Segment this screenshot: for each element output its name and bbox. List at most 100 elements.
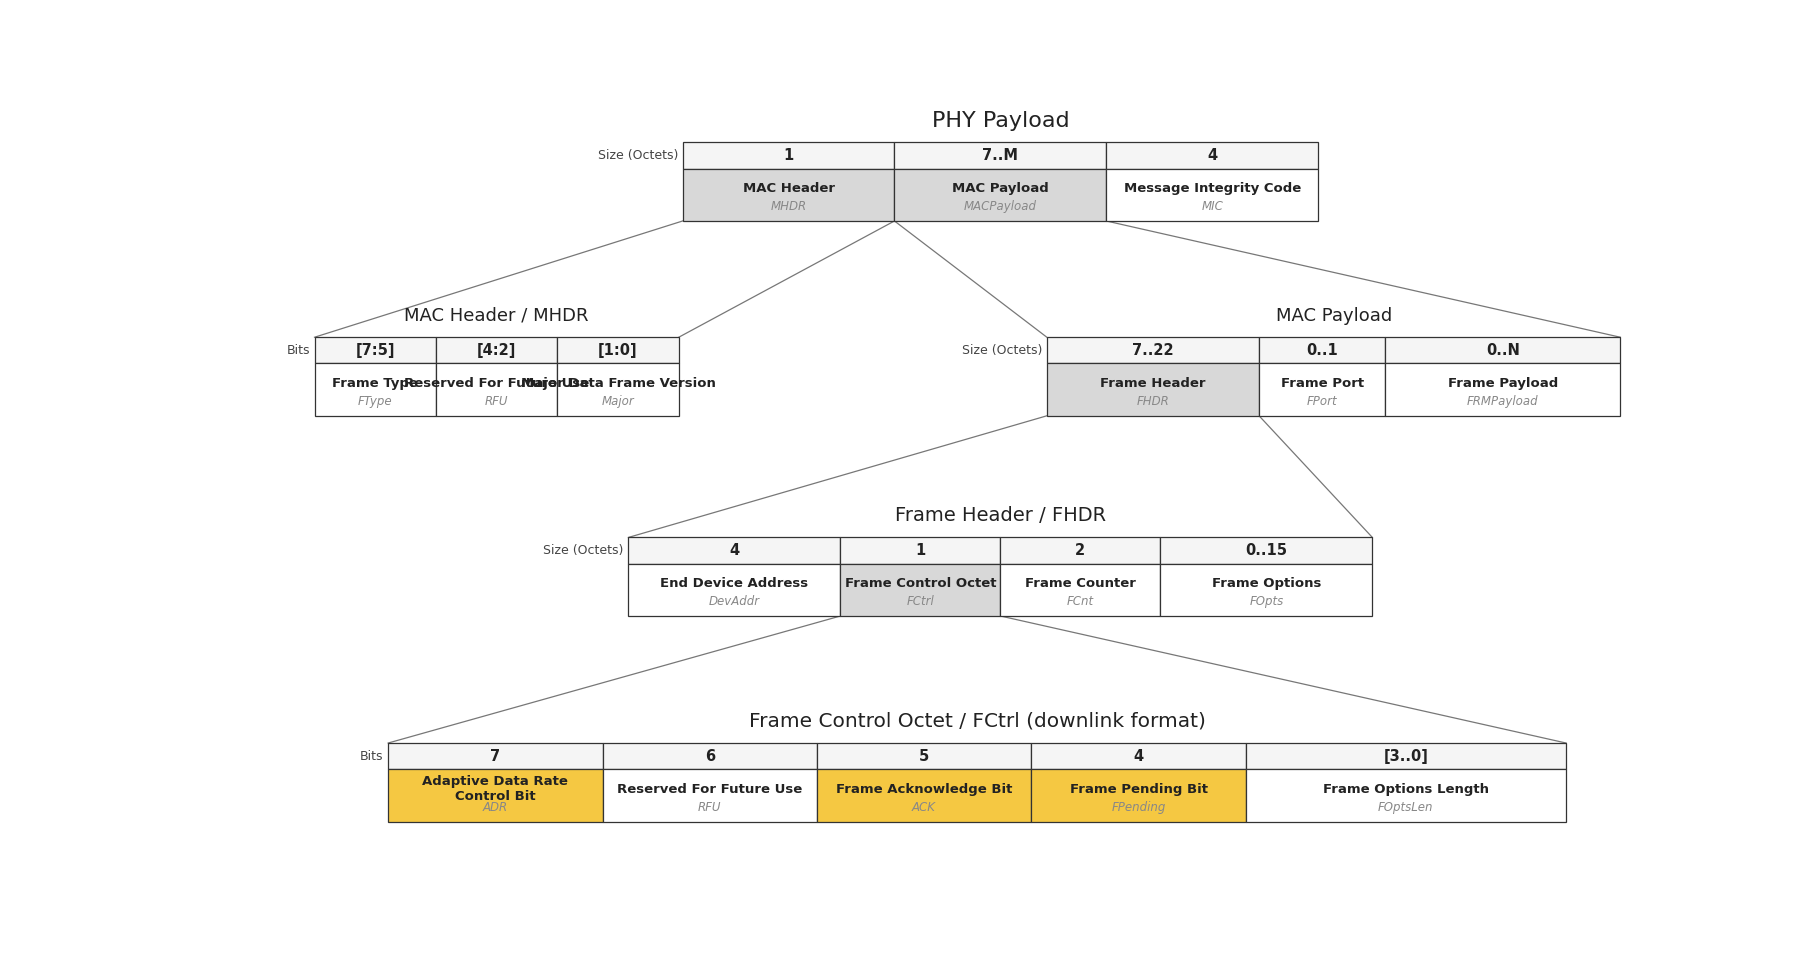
Bar [1258,337,1385,363]
Bar [1258,363,1385,416]
Text: RFU: RFU [698,801,721,814]
Text: Frame Control Octet: Frame Control Octet [844,577,995,590]
Text: [1:0]: [1:0] [599,343,638,358]
Bar [557,337,678,363]
Bar [1031,743,1246,770]
Bar [314,337,436,363]
Text: MIC: MIC [1201,201,1222,213]
Text: FHDR: FHDR [1136,395,1170,408]
Text: 0..1: 0..1 [1307,343,1338,358]
Bar [683,168,894,221]
Bar [1031,770,1246,821]
Text: MAC Header / MHDR: MAC Header / MHDR [404,307,590,325]
Text: Size (Octets): Size (Octets) [597,149,678,162]
Text: Frame Header / FHDR: Frame Header / FHDR [894,507,1105,526]
Text: 2: 2 [1075,543,1085,558]
Text: 1: 1 [916,543,925,558]
Text: DevAddr: DevAddr [709,596,759,608]
Text: 7: 7 [490,749,501,764]
Text: 4: 4 [1208,148,1217,163]
Text: Size (Octets): Size (Octets) [961,344,1042,357]
Text: FOptsLen: FOptsLen [1377,801,1433,814]
Text: Bits: Bits [361,750,384,763]
Text: [7:5]: [7:5] [355,343,395,358]
Text: Message Integrity Code: Message Integrity Code [1123,182,1300,195]
Text: FPort: FPort [1307,395,1338,408]
Text: [4:2]: [4:2] [478,343,516,358]
Bar [1048,363,1258,416]
Bar [314,363,436,416]
Text: RFU: RFU [485,395,508,408]
Bar [1107,142,1318,168]
Text: FOpts: FOpts [1249,596,1284,608]
Text: 7..22: 7..22 [1132,343,1174,358]
Text: Reserved For Future Use: Reserved For Future Use [617,783,802,795]
Text: FPending: FPending [1111,801,1167,814]
Bar [840,537,1001,564]
Text: MAC Payload: MAC Payload [952,182,1049,195]
Text: 7..M: 7..M [983,148,1019,163]
Bar [629,537,840,564]
Bar [1107,168,1318,221]
Text: Frame Type: Frame Type [332,377,418,390]
Text: Bits: Bits [287,344,310,357]
Bar [388,770,602,821]
Text: FRMPayload: FRMPayload [1468,395,1538,408]
Text: Frame Acknowledge Bit: Frame Acknowledge Bit [837,783,1011,795]
Text: FType: FType [359,395,393,408]
Bar [1246,770,1567,821]
Text: MHDR: MHDR [770,201,806,213]
Text: 0..N: 0..N [1486,343,1520,358]
Bar [1385,337,1621,363]
Bar [1048,337,1258,363]
Bar [1246,743,1567,770]
Text: Major Data Frame Version: Major Data Frame Version [521,377,716,390]
Bar [1385,363,1621,416]
Text: Frame Pending Bit: Frame Pending Bit [1069,783,1208,795]
Bar [683,142,894,168]
Text: End Device Address: End Device Address [660,577,808,590]
Bar [388,743,602,770]
Bar [557,363,678,416]
Bar [1161,537,1372,564]
Text: Frame Options Length: Frame Options Length [1323,783,1489,795]
Text: Size (Octets): Size (Octets) [543,544,624,557]
Text: FCtrl: FCtrl [907,596,934,608]
Text: ADR: ADR [483,801,508,814]
Bar [894,168,1107,221]
Text: 5: 5 [920,749,929,764]
Bar [602,770,817,821]
Text: 6: 6 [705,749,714,764]
Text: Frame Header: Frame Header [1100,377,1206,390]
Text: MAC Header: MAC Header [743,182,835,195]
Text: Frame Control Octet / FCtrl (downlink format): Frame Control Octet / FCtrl (downlink fo… [748,712,1206,731]
Bar [817,770,1031,821]
Bar [894,142,1107,168]
Text: Major: Major [602,395,635,408]
Bar [629,564,840,616]
Text: Reserved For Future Use: Reserved For Future Use [404,377,590,390]
Bar [817,743,1031,770]
Bar [1161,564,1372,616]
Text: PHY Payload: PHY Payload [932,111,1069,131]
Text: Frame Options: Frame Options [1212,577,1322,590]
Text: 4: 4 [1134,749,1143,764]
Text: [3..0]: [3..0] [1383,749,1428,764]
Text: 4: 4 [730,543,739,558]
Text: MAC Payload: MAC Payload [1275,307,1392,325]
Text: ACK: ACK [912,801,936,814]
Text: 0..15: 0..15 [1246,543,1287,558]
Text: FCnt: FCnt [1067,596,1094,608]
Bar [840,564,1001,616]
Text: Frame Payload: Frame Payload [1448,377,1558,390]
Text: Frame Counter: Frame Counter [1024,577,1136,590]
Bar [602,743,817,770]
Bar [436,363,557,416]
Text: 1: 1 [784,148,793,163]
Bar [1001,537,1161,564]
Text: Frame Port: Frame Port [1280,377,1363,390]
Text: MACPayload: MACPayload [965,201,1037,213]
Bar [1001,564,1161,616]
Bar [436,337,557,363]
Text: Adaptive Data Rate
Control Bit: Adaptive Data Rate Control Bit [422,775,568,803]
